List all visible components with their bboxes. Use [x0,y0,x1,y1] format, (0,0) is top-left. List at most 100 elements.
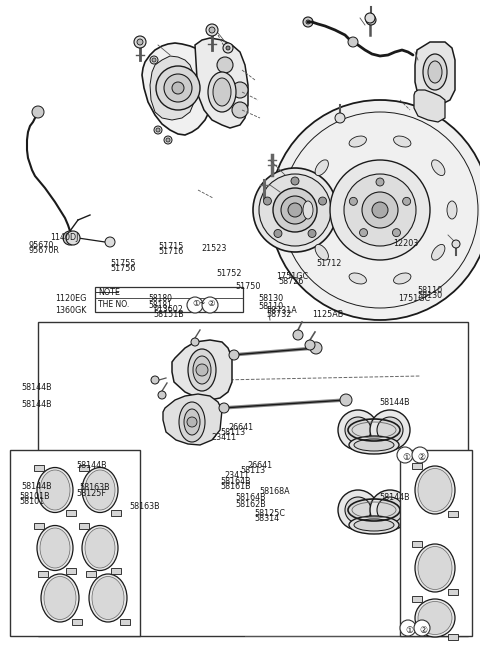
Text: 58125C: 58125C [254,509,286,518]
Circle shape [137,39,143,45]
Ellipse shape [179,402,205,442]
Circle shape [288,203,302,217]
Text: 58164B: 58164B [235,493,266,502]
Text: ②: ② [417,453,425,462]
Circle shape [154,126,162,134]
Text: 51712: 51712 [317,259,342,269]
Text: THE NO.: THE NO. [98,300,129,309]
Circle shape [32,106,44,118]
Ellipse shape [349,516,399,534]
Ellipse shape [349,136,366,147]
Text: 1751GC: 1751GC [276,272,308,281]
Ellipse shape [37,525,73,571]
Ellipse shape [394,136,411,147]
Text: 58144B: 58144B [22,384,52,393]
Text: ①: ① [192,299,200,308]
Bar [95,287,243,312]
Text: 23411: 23411 [211,433,236,442]
Text: 58151B: 58151B [154,310,184,319]
Text: 26641: 26641 [228,423,253,432]
Circle shape [274,230,282,237]
Circle shape [164,136,172,144]
Text: 58163B: 58163B [130,503,160,512]
Circle shape [360,228,368,237]
Circle shape [362,192,398,228]
Circle shape [310,342,322,354]
Circle shape [397,447,413,463]
FancyBboxPatch shape [66,509,76,516]
Text: 51755: 51755 [110,259,136,269]
Text: 1125AB: 1125AB [312,311,343,320]
Ellipse shape [213,78,231,106]
Circle shape [340,394,352,406]
FancyBboxPatch shape [412,463,422,469]
Circle shape [105,237,115,247]
Text: 12203: 12203 [394,239,419,248]
FancyBboxPatch shape [448,511,458,517]
Text: 58161B: 58161B [221,481,252,490]
FancyBboxPatch shape [34,465,44,470]
Bar [10,450,140,636]
FancyBboxPatch shape [72,619,82,625]
Circle shape [196,364,208,376]
Text: 58163B: 58163B [79,483,110,492]
Circle shape [365,13,375,23]
Circle shape [202,297,218,313]
Ellipse shape [394,273,411,284]
Text: 58144B: 58144B [379,493,410,502]
FancyBboxPatch shape [34,523,44,529]
Polygon shape [415,42,455,105]
Circle shape [232,82,248,98]
Circle shape [376,178,384,186]
Circle shape [166,138,170,142]
Text: 58125F: 58125F [77,488,107,498]
Text: 58168A: 58168A [259,487,290,496]
Ellipse shape [188,349,216,391]
Ellipse shape [92,576,124,619]
FancyBboxPatch shape [86,571,96,577]
Ellipse shape [303,201,313,219]
Polygon shape [172,340,232,400]
Circle shape [291,177,299,185]
Bar [400,450,472,636]
Circle shape [345,497,371,523]
Text: 58144B: 58144B [22,400,52,410]
Circle shape [308,230,316,237]
Circle shape [403,197,410,205]
Circle shape [273,188,317,232]
Text: 51752: 51752 [216,269,241,278]
Ellipse shape [428,61,442,83]
FancyBboxPatch shape [412,596,422,602]
Circle shape [338,490,378,530]
Circle shape [156,128,160,132]
Circle shape [259,174,331,246]
Polygon shape [163,394,222,445]
Circle shape [187,297,203,313]
Text: 51756: 51756 [110,264,136,273]
Circle shape [345,417,371,443]
Text: 95670R: 95670R [29,246,60,255]
Circle shape [164,74,192,102]
Circle shape [319,197,326,205]
Text: ①: ① [402,453,410,462]
Text: 1140DJ: 1140DJ [50,233,79,242]
FancyBboxPatch shape [120,619,130,625]
Circle shape [412,447,428,463]
Ellipse shape [415,599,455,637]
Ellipse shape [423,54,447,90]
Text: 51750: 51750 [235,281,261,291]
Text: 58130: 58130 [418,291,443,300]
Text: 58164B: 58164B [221,477,252,486]
Text: 95670: 95670 [29,241,54,250]
Circle shape [67,235,73,241]
Text: 1360GK: 1360GK [55,305,86,314]
Circle shape [335,113,345,123]
Polygon shape [142,43,215,135]
Ellipse shape [89,574,127,622]
Text: 58144B: 58144B [379,398,410,407]
Polygon shape [150,56,195,120]
Circle shape [377,417,403,443]
Circle shape [306,20,310,24]
Text: 58732: 58732 [266,311,292,320]
Ellipse shape [85,470,115,510]
